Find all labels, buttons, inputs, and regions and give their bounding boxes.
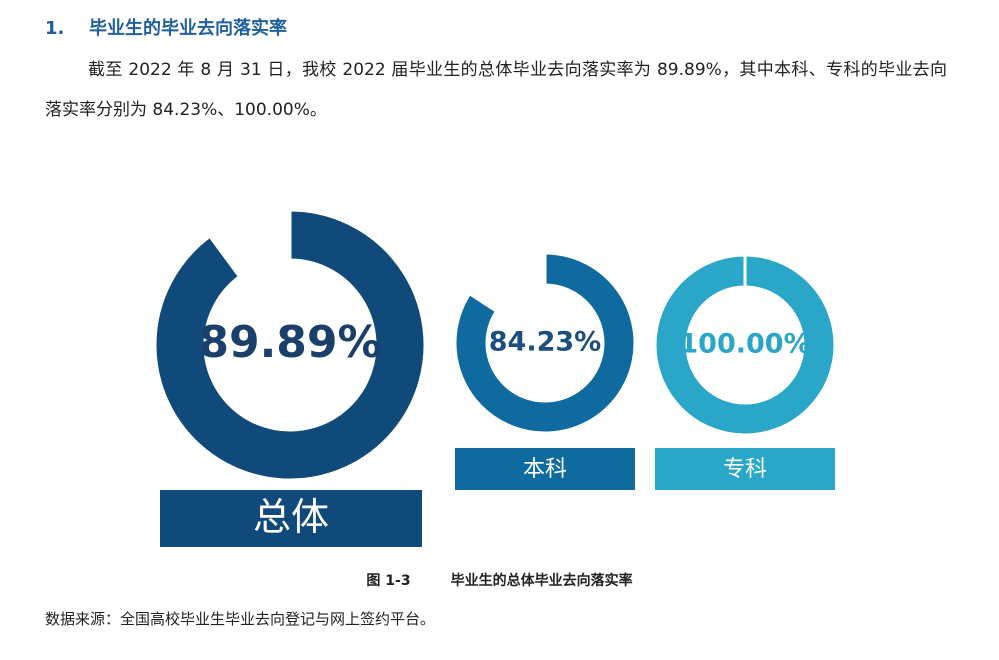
donut-center-label: 84.23% <box>489 327 601 358</box>
source: 数据来源：全国高校毕业生毕业去向登记与网上签约平台。 <box>45 610 436 628</box>
heading-title: 毕业生的毕业去向落实率 <box>89 18 287 39</box>
category-label: 专科 <box>723 457 767 482</box>
donut-center-label: 100.00% <box>679 329 810 360</box>
heading-number: 1. <box>45 18 65 39</box>
donut-segment <box>653 253 837 437</box>
category-box <box>160 490 422 547</box>
charts: 89.89% 总体 84.23% 本科 100.00% 专科 <box>153 208 837 547</box>
donut-segment <box>153 208 427 482</box>
donut-segment <box>207 208 292 279</box>
caption-number: 图 1-3 <box>366 573 411 589</box>
donut-segment <box>453 251 637 435</box>
category-label: 本科 <box>523 457 567 482</box>
paragraph: 截至 2022 年 8 月 31 日，我校 2022 届毕业生的总体毕业去向落实… <box>45 60 947 120</box>
caption-text: 毕业生的总体毕业去向落实率 <box>450 573 633 589</box>
category-box <box>455 448 635 490</box>
caption: 图 1-3 毕业生的总体毕业去向落实率 <box>0 570 999 590</box>
category-label: 总体 <box>253 495 329 539</box>
donut-segment <box>467 251 547 314</box>
heading: 1. 毕业生的毕业去向落实率 <box>45 14 287 40</box>
donut-center-label: 89.89% <box>198 317 381 368</box>
category-box <box>655 448 835 490</box>
